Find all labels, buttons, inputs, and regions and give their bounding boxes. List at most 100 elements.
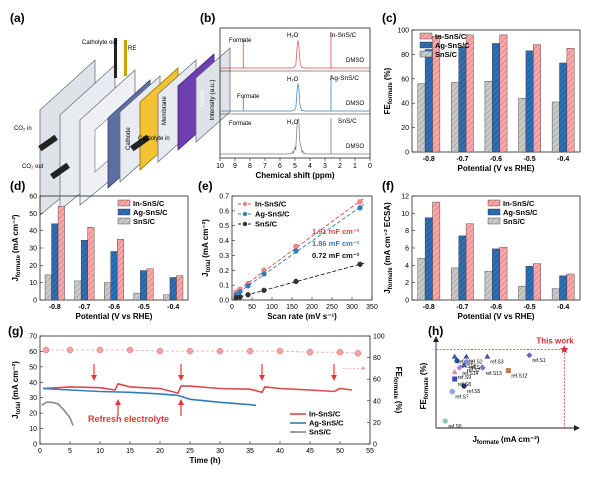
h-point-ref-s7-label: ref.S7	[467, 368, 481, 374]
f-bar-in-sns-c	[499, 246, 508, 301]
g-xtick-label: 45	[306, 448, 314, 455]
g-ylabel-left-main: J	[11, 414, 20, 418]
b-ylabel: Intensity (a.u.)	[209, 79, 216, 120]
g-y2tick-label: 60	[373, 377, 381, 384]
g-fe-point	[42, 346, 50, 354]
label-catholyte-in: Catholyte in	[138, 136, 170, 142]
panel-c: (c) 0 20 40 60 80 100 -0.8 -0.7 -0.6 -0.5 -0.4 Pote…	[382, 11, 581, 173]
g-ytick-label: 10	[29, 426, 37, 433]
e-ytick-label: 0.3	[219, 253, 229, 260]
b-xticks: 10 9 8 7 6 5 4 3 2 1 0	[216, 158, 372, 170]
e-xtick-label: 300	[346, 304, 358, 311]
c-legend-swatch	[419, 41, 433, 49]
g-ytick-label: 70	[29, 334, 37, 341]
f-ylabel: Jformate (mA cm⁻² ECSA)	[383, 202, 394, 294]
e-fit-line	[233, 262, 365, 299]
e-point-ag-sns-c	[357, 205, 363, 211]
f-bar-ag-sns-c	[559, 275, 568, 301]
e-ytick-label: 0.4	[219, 238, 229, 245]
f-bar-ag-sns-c	[424, 217, 433, 301]
c-bar-sns-c	[518, 98, 527, 153]
label-cathode: Cathode	[126, 127, 132, 150]
g-ylabel-left-unit: (mA cm⁻²)	[11, 361, 20, 400]
g-xtick-label: 0	[38, 448, 42, 455]
f-bar-sns-c	[518, 285, 527, 301]
g-fe-point	[96, 346, 104, 354]
b-water-1: H₂O	[287, 33, 299, 39]
g-fe-point	[246, 347, 254, 355]
h-xlabel-unit: (mA cm⁻²)	[501, 435, 540, 444]
e-point-in-sns-c	[357, 199, 363, 205]
e-ylabel: Jtotal(mA cm⁻²)	[201, 219, 212, 277]
f-ylabel-sub: formate	[388, 267, 394, 290]
c-bar-sns-c	[551, 101, 560, 153]
h-point-ref-s7-label: ref.S7	[455, 395, 469, 401]
d-bar-sns-c	[44, 274, 52, 301]
g-xtick-label: 25	[186, 448, 194, 455]
h-point-ref-s5-label: ref.S5	[467, 389, 481, 395]
g-ylabel-left: Jtotal(mA cm⁻²)	[11, 361, 22, 419]
nmr-spectrum-line	[220, 118, 370, 155]
c-xtick-label: -0.5	[524, 156, 536, 163]
e-xtick-label: 150	[286, 304, 298, 311]
g-legend-label: In-SnS/C	[309, 410, 341, 419]
c-legend-label: SnS/C	[435, 50, 458, 59]
tube-reference	[124, 40, 127, 76]
h-ylabel-sub: formate	[424, 376, 430, 399]
g-fe-point	[336, 348, 344, 356]
nmr-spectrum-line	[220, 83, 370, 112]
d-bar-in-sns-c	[87, 226, 95, 301]
d-bar-sns-c	[163, 294, 171, 301]
g-fe-point	[156, 347, 164, 355]
f-ytick-label: 4	[405, 263, 409, 270]
g-fe-point	[126, 346, 134, 354]
h-point-ref-s10	[454, 358, 460, 364]
b-dmso-3: DMSO	[346, 144, 364, 150]
c-ytick-label: 20	[401, 125, 409, 132]
f-legend-swatch	[487, 217, 501, 225]
h-point-ref-s2	[463, 353, 470, 359]
d-bar-in-sns-c	[117, 239, 124, 301]
panel-h: (h) ref.S11ref.S2ref.S3ref.S1ref.S10ref.…	[419, 324, 580, 446]
h-ylabel-main: FE	[419, 398, 428, 409]
f-legend-swatch	[487, 208, 501, 216]
h-point-ref-s12	[505, 368, 511, 374]
d-ytick-label: 0	[33, 298, 37, 305]
e-xtick-label: 200	[306, 304, 318, 311]
h-point-ref-s5	[461, 383, 467, 389]
f-xlabel: Potential (V vs RHE)	[458, 312, 535, 321]
d-legend-label: In-SnS/C	[133, 199, 165, 208]
c-legend-swatch	[419, 50, 433, 58]
g-y2tick-label: 100	[373, 334, 385, 341]
c-ylabel-main: FE	[383, 103, 392, 114]
f-bar-in-sns-c	[566, 273, 575, 301]
e-point-sns-c	[245, 292, 251, 298]
g-fe-point	[186, 347, 194, 355]
f-bar-ag-sns-c	[525, 266, 534, 301]
e-ytick-label: 0.6	[219, 208, 229, 215]
b-formate-3: Formate	[229, 121, 252, 127]
h-point-ref-s9-label: ref.S9	[458, 375, 472, 381]
h-this-work-label: This work	[536, 337, 574, 346]
g-xtick-label: 20	[156, 448, 164, 455]
e-ylabel-sub: total	[206, 259, 212, 272]
e-ylabel-unit: (mA cm⁻²)	[201, 219, 210, 258]
b-formate-1: Formate	[229, 38, 252, 44]
d-bar-in-sns-c	[57, 206, 65, 301]
c-xtick-label: -0.7	[456, 156, 468, 163]
tube-co2-out	[50, 162, 70, 180]
e-ytick-label: 0.2	[219, 268, 229, 275]
g-ylabel-right: FEformate(%)	[392, 367, 403, 414]
label-catholyte-out: Catholyte out	[82, 40, 118, 46]
g-xtick-label: 10	[96, 448, 104, 455]
f-legend-swatch	[487, 199, 501, 207]
g-ytick-label: 60	[29, 349, 37, 356]
h-point-ref-s6	[442, 418, 448, 424]
d-legend-label: Ag-SnS/C	[133, 208, 168, 217]
e-fit-line	[233, 204, 365, 296]
e-fit-line	[233, 197, 365, 294]
e-legend-label: SnS/C	[255, 220, 278, 229]
g-ytick-label: 30	[29, 395, 37, 402]
d-ytick-label: 20	[29, 263, 37, 270]
h-ylabel-unit: (%)	[419, 362, 428, 375]
